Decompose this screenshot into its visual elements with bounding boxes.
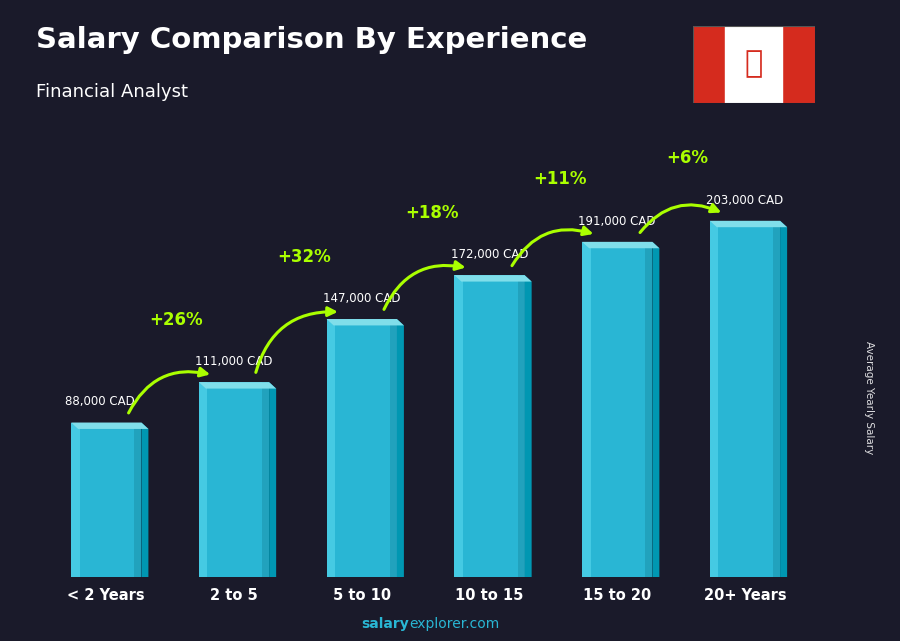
Text: 203,000 CAD: 203,000 CAD	[706, 194, 784, 206]
Polygon shape	[454, 275, 463, 577]
Text: +18%: +18%	[405, 204, 459, 222]
Text: Salary Comparison By Experience: Salary Comparison By Experience	[36, 26, 587, 54]
Polygon shape	[780, 221, 788, 583]
Polygon shape	[327, 319, 397, 577]
Polygon shape	[652, 242, 660, 583]
Text: 88,000 CAD: 88,000 CAD	[65, 395, 135, 408]
Text: Financial Analyst: Financial Analyst	[36, 83, 188, 101]
Polygon shape	[390, 319, 397, 577]
Polygon shape	[454, 275, 525, 577]
Polygon shape	[397, 319, 404, 583]
Text: +32%: +32%	[277, 247, 331, 265]
Polygon shape	[71, 422, 148, 429]
Polygon shape	[773, 221, 780, 577]
Text: 111,000 CAD: 111,000 CAD	[195, 355, 273, 368]
Polygon shape	[134, 422, 141, 577]
Polygon shape	[582, 242, 660, 248]
Text: salary: salary	[362, 617, 410, 631]
Bar	[725, 26, 782, 103]
Text: 191,000 CAD: 191,000 CAD	[579, 215, 656, 228]
Polygon shape	[518, 275, 525, 577]
Text: +11%: +11%	[533, 171, 587, 188]
Text: Average Yearly Salary: Average Yearly Salary	[863, 341, 874, 454]
Text: +26%: +26%	[149, 311, 203, 329]
Text: 🍁: 🍁	[744, 49, 763, 79]
Polygon shape	[327, 319, 404, 326]
Polygon shape	[141, 422, 149, 583]
Text: 172,000 CAD: 172,000 CAD	[451, 248, 528, 261]
Bar	[782, 26, 814, 103]
Polygon shape	[710, 221, 780, 577]
Polygon shape	[582, 242, 652, 577]
Polygon shape	[525, 275, 532, 583]
Polygon shape	[582, 242, 590, 577]
Text: +6%: +6%	[667, 149, 708, 167]
Polygon shape	[710, 221, 718, 577]
Polygon shape	[199, 382, 276, 388]
Polygon shape	[454, 275, 532, 281]
Polygon shape	[71, 422, 141, 577]
Polygon shape	[710, 221, 788, 227]
Text: explorer.com: explorer.com	[410, 617, 500, 631]
Polygon shape	[262, 382, 269, 577]
Polygon shape	[269, 382, 276, 583]
Polygon shape	[199, 382, 207, 577]
Polygon shape	[199, 382, 269, 577]
Polygon shape	[71, 422, 79, 577]
Text: 147,000 CAD: 147,000 CAD	[323, 292, 400, 304]
Polygon shape	[645, 242, 652, 577]
Polygon shape	[327, 319, 335, 577]
Bar	[693, 26, 725, 103]
